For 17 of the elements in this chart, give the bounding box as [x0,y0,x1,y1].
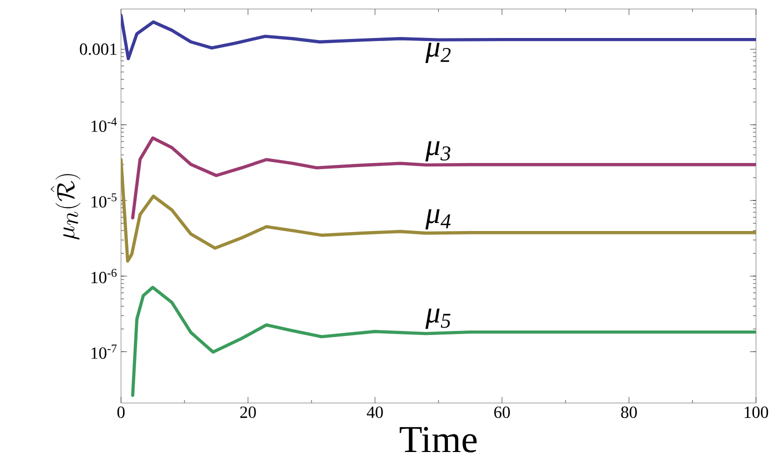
x-tick-label: 40 [366,406,383,418]
y-tick-label: 10$^{-5}$ [92,193,117,208]
y-tick-label: 10$^{-7}$ [92,344,117,359]
x-tick-label: 0 [117,406,125,418]
x-tick-label: 100 [744,406,768,418]
x-tick-label: 20 [240,406,256,418]
y-tick-label: 0.001 [80,43,116,55]
y-tick-label: 10$^{-6}$ [92,268,117,284]
x-tick-label: 60 [494,406,510,418]
series-label: μ$_{5}$ [425,308,450,329]
series-label: μ$_{2}$ [425,42,451,63]
y-tick-label: 10$^{-4}$ [92,118,117,132]
y-axis-title: $\mu_n(\hat{\mathcal{R}})$ [50,174,80,240]
series-label: μ$_{3}$ [425,141,450,162]
series-label: μ$_{4}$ [425,209,451,230]
x-tick-label: 80 [621,406,637,418]
x-axis-title: Time [400,426,477,452]
